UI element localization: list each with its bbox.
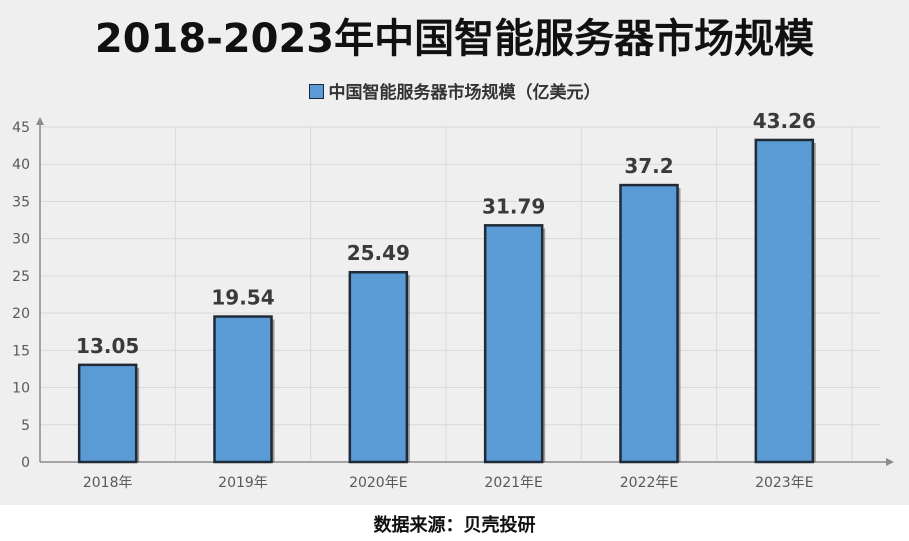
chart-title: 2018-2023年中国智能服务器市场规模 [94,16,815,62]
axis-layer: 0 5 10 15 20 25 30 35 40 45 [12,117,894,471]
bar [483,224,544,464]
y-tick-label: 15 [12,343,30,359]
bar [754,138,815,464]
y-tick-label: 35 [12,194,30,210]
x-tick-label: 2023年E [755,475,813,491]
x-tick-label: 2019年 [218,475,268,491]
y-tick-label: 5 [21,418,30,434]
bar [77,363,138,464]
x-tick-label: 2020年E [349,475,407,491]
y-tick-label: 20 [12,306,30,322]
grid-layer [40,126,880,462]
label-layer: 13.05 2018年 19.54 2019年 25.49 2020年E 31.79 2021… [76,109,816,491]
y-tick-label: 40 [12,157,30,173]
value-label: 31.79 [482,194,545,218]
y-tick-label: 25 [12,269,30,285]
y-tick-label: 45 [12,120,30,136]
x-axis-arrow [886,458,894,466]
bar [619,183,679,464]
y-tick-label: 10 [12,381,30,397]
y-axis-arrow [36,117,44,125]
x-tick-label: 2018年 [83,475,133,491]
legend-swatch [308,84,324,99]
value-label: 43.26 [753,109,816,133]
value-label: 25.49 [347,241,410,265]
legend: 中国智能服务器市场规模（亿美元） [0,78,909,103]
bar-layer [77,138,816,464]
bar [213,315,273,464]
bar-chart: 0 5 10 15 20 25 30 35 40 45 13.05 2018年 19.54 2019年 2… [12,109,894,491]
y-tick-label: 30 [12,232,30,248]
y-tick-label: 0 [21,455,30,471]
value-label: 37.2 [624,154,673,178]
bar [348,270,409,464]
value-label: 19.54 [211,286,274,310]
x-tick-label: 2022年E [620,475,678,491]
data-source: 数据来源：贝壳投研 [373,515,536,536]
legend-label: 中国智能服务器市场规模（亿美元） [328,83,601,103]
value-label: 13.05 [76,334,139,358]
x-tick-label: 2021年E [484,475,542,491]
